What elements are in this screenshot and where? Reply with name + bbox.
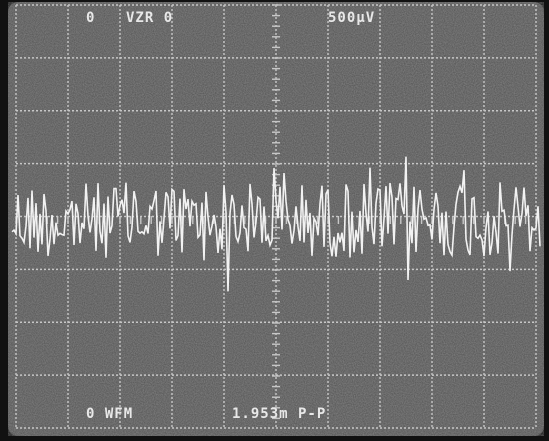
mode-readout: VZR 0 xyxy=(126,10,173,26)
channel-readout: 0 xyxy=(86,10,95,26)
measurement-readout: 1.953m P-P xyxy=(232,406,326,422)
waveform-readout: 0 WFM xyxy=(86,406,133,422)
waveform xyxy=(11,156,541,292)
scale-readout: 500μV xyxy=(328,10,375,26)
noise-trace xyxy=(11,156,541,292)
